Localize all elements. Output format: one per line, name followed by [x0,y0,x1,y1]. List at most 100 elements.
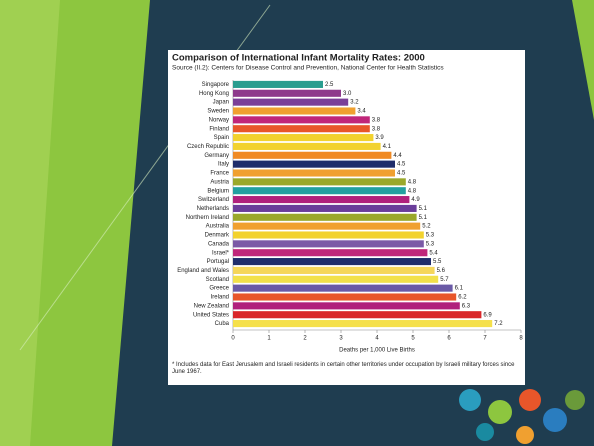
value-label: 6.1 [455,286,464,292]
value-label: 5.3 [426,233,435,239]
y-tick-label: Northern Ireland [186,215,229,221]
x-tick-label: 3 [339,336,343,342]
bar [233,293,457,301]
bar [233,142,381,150]
value-label: 5.3 [426,241,435,247]
bar [233,320,493,328]
x-tick-label: 4 [375,336,379,342]
left-shape-light [0,0,60,446]
y-tick-label: France [210,171,229,177]
bar [233,196,410,204]
value-label: 5.1 [419,215,428,221]
icon [476,423,494,441]
icon [488,400,512,424]
y-tick-label: United States [193,312,229,318]
y-tick-label: Cuba [215,321,230,327]
bar [233,213,417,221]
bar [233,178,406,186]
x-tick-label: 0 [231,336,235,342]
value-label: 5.6 [437,268,446,274]
value-label: 4.9 [411,197,420,203]
y-tick-label: Israel* [212,250,230,256]
bar [233,89,341,97]
y-tick-label: Australia [206,224,230,230]
value-label: 4.4 [393,153,402,159]
value-label: 5.5 [433,259,442,265]
y-tick-label: Austria [210,179,229,185]
x-tick-label: 6 [447,336,451,342]
y-tick-label: Singapore [202,82,230,88]
y-tick-label: Canada [208,241,230,247]
y-tick-label: Portugal [207,259,229,265]
y-tick-label: Japan [213,100,229,106]
y-tick-label: Italy [218,162,229,168]
value-label: 3.8 [372,126,381,132]
y-tick-label: Finland [209,126,229,132]
bar [233,169,395,177]
value-label: 3.9 [375,135,384,141]
y-tick-label: Belgium [207,188,229,194]
chart-subtitle: Source (II.2): Centers for Disease Contr… [172,65,444,72]
bar [233,151,392,159]
icons [459,389,585,444]
x-tick-label: 5 [411,336,415,342]
value-label: 7.2 [494,321,503,327]
bar [233,80,323,88]
y-tick-label: Czech Republic [187,144,229,150]
bar [233,125,370,133]
value-label: 3.8 [372,117,381,123]
chart-title: Comparison of International Infant Morta… [172,53,425,64]
right-shape [572,0,594,120]
value-label: 6.3 [462,303,471,309]
x-tick-label: 2 [303,336,307,342]
value-label: 5.4 [429,250,438,256]
bar [233,231,424,239]
value-label: 4.8 [408,179,417,185]
value-label: 6.2 [458,295,467,301]
bar [233,160,395,168]
x-tick-label: 1 [267,336,271,342]
bar [233,187,406,195]
bar [233,222,421,230]
bar [233,107,356,115]
y-tick-label: Spain [214,135,229,141]
y-tick-label: New Zealand [194,303,229,309]
bar [233,284,453,292]
value-label: 3.4 [357,109,366,115]
bar [233,302,460,310]
footnote: * Includes data for East Jerusalem and I… [172,362,515,375]
value-label: 4.5 [397,162,406,168]
y-tick-label: Netherlands [197,206,229,212]
icon [565,390,585,410]
y-tick-label: Ireland [211,295,229,301]
value-label: 3.0 [343,91,352,97]
icon [459,389,481,411]
bar [233,249,428,257]
y-tick-label: Greece [209,286,229,292]
bar [233,275,439,283]
bar [233,311,482,319]
value-label: 4.8 [408,188,417,194]
value-label: 6.9 [483,312,492,318]
y-tick-label: Hong Kong [199,91,229,97]
value-label: 5.7 [440,277,449,283]
bar [233,98,349,106]
y-tick-label: Denmark [205,233,230,239]
icon [519,389,541,411]
y-tick-label: Germany [204,153,229,159]
icon [543,408,567,432]
y-tick-label: England and Wales [177,268,229,274]
x-tick-label: 8 [519,336,523,342]
bar [233,258,431,266]
bar [233,116,370,124]
value-label: 4.5 [397,171,406,177]
y-tick-label: Scotland [206,277,229,283]
x-axis-label: Deaths per 1,000 Live Births [339,348,415,354]
bar [233,240,424,248]
value-label: 5.1 [419,206,428,212]
icon [516,426,534,444]
y-tick-label: Sweden [207,109,229,115]
value-label: 5.2 [422,224,431,230]
